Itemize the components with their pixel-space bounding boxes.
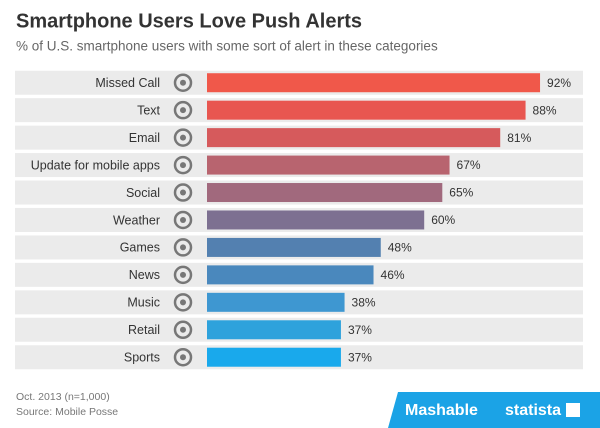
category-icon	[180, 189, 186, 196]
value-label: 92%	[547, 76, 571, 90]
category-icon	[173, 293, 193, 312]
logo-banner	[388, 392, 600, 428]
category-icon	[173, 128, 193, 147]
chart-title: Smartphone Users Love Push Alerts	[16, 10, 362, 32]
category-icon	[180, 134, 186, 141]
category-icon	[180, 354, 186, 361]
category-icon	[173, 347, 193, 367]
logo-icon	[566, 403, 580, 417]
category-icon	[180, 271, 186, 278]
value-label: 60%	[431, 213, 455, 227]
value-label: 37%	[348, 350, 372, 364]
value-label: 37%	[348, 323, 372, 337]
bar	[207, 128, 501, 148]
category-icon	[173, 155, 193, 175]
bar	[207, 183, 443, 203]
category-icon	[173, 100, 193, 120]
source: Source: Mobile Posse	[16, 406, 118, 418]
category-label: Sports	[124, 351, 160, 365]
value-label: 48%	[388, 241, 412, 255]
category-icon	[180, 107, 186, 114]
category-icon	[173, 320, 193, 340]
category-label: Social	[126, 186, 160, 200]
category-icon	[173, 73, 193, 92]
category-label: News	[129, 268, 160, 282]
value-label: 67%	[457, 158, 481, 172]
category-label: Text	[137, 103, 160, 117]
bar	[207, 237, 381, 257]
category-label: Email	[129, 131, 160, 145]
value-label: 65%	[449, 186, 473, 200]
category-icon	[173, 238, 193, 257]
note: Oct. 2013 (n=1,000)	[16, 391, 110, 403]
category-label: Missed Call	[95, 76, 160, 90]
value-label: 81%	[507, 131, 531, 145]
category-icon	[173, 183, 193, 202]
bar	[207, 347, 341, 367]
value-label: 38%	[352, 295, 376, 309]
bar	[207, 100, 526, 120]
category-label: Weather	[113, 213, 160, 227]
category-icon	[180, 244, 186, 251]
bar	[207, 73, 541, 93]
bar	[207, 265, 374, 285]
logo: statista	[505, 402, 561, 419]
category-icon	[180, 79, 186, 86]
value-label: 46%	[381, 268, 405, 282]
category-label: Games	[120, 241, 160, 255]
logo: Mashable	[405, 402, 478, 419]
chart-subtitle: % of U.S. smartphone users with some sor…	[16, 39, 438, 54]
category-label: Music	[127, 296, 160, 310]
category-icon	[180, 326, 186, 333]
category-icon	[173, 265, 193, 285]
category-icon	[180, 299, 186, 306]
category-icon	[173, 210, 193, 230]
bar	[207, 320, 341, 340]
bar	[207, 292, 345, 312]
category-label: Retail	[128, 323, 160, 337]
category-icon	[180, 162, 186, 169]
bar	[207, 210, 425, 230]
category-icon	[180, 216, 186, 223]
value-label: 88%	[533, 103, 557, 117]
category-label: Update for mobile apps	[31, 158, 160, 172]
bar	[207, 155, 450, 175]
